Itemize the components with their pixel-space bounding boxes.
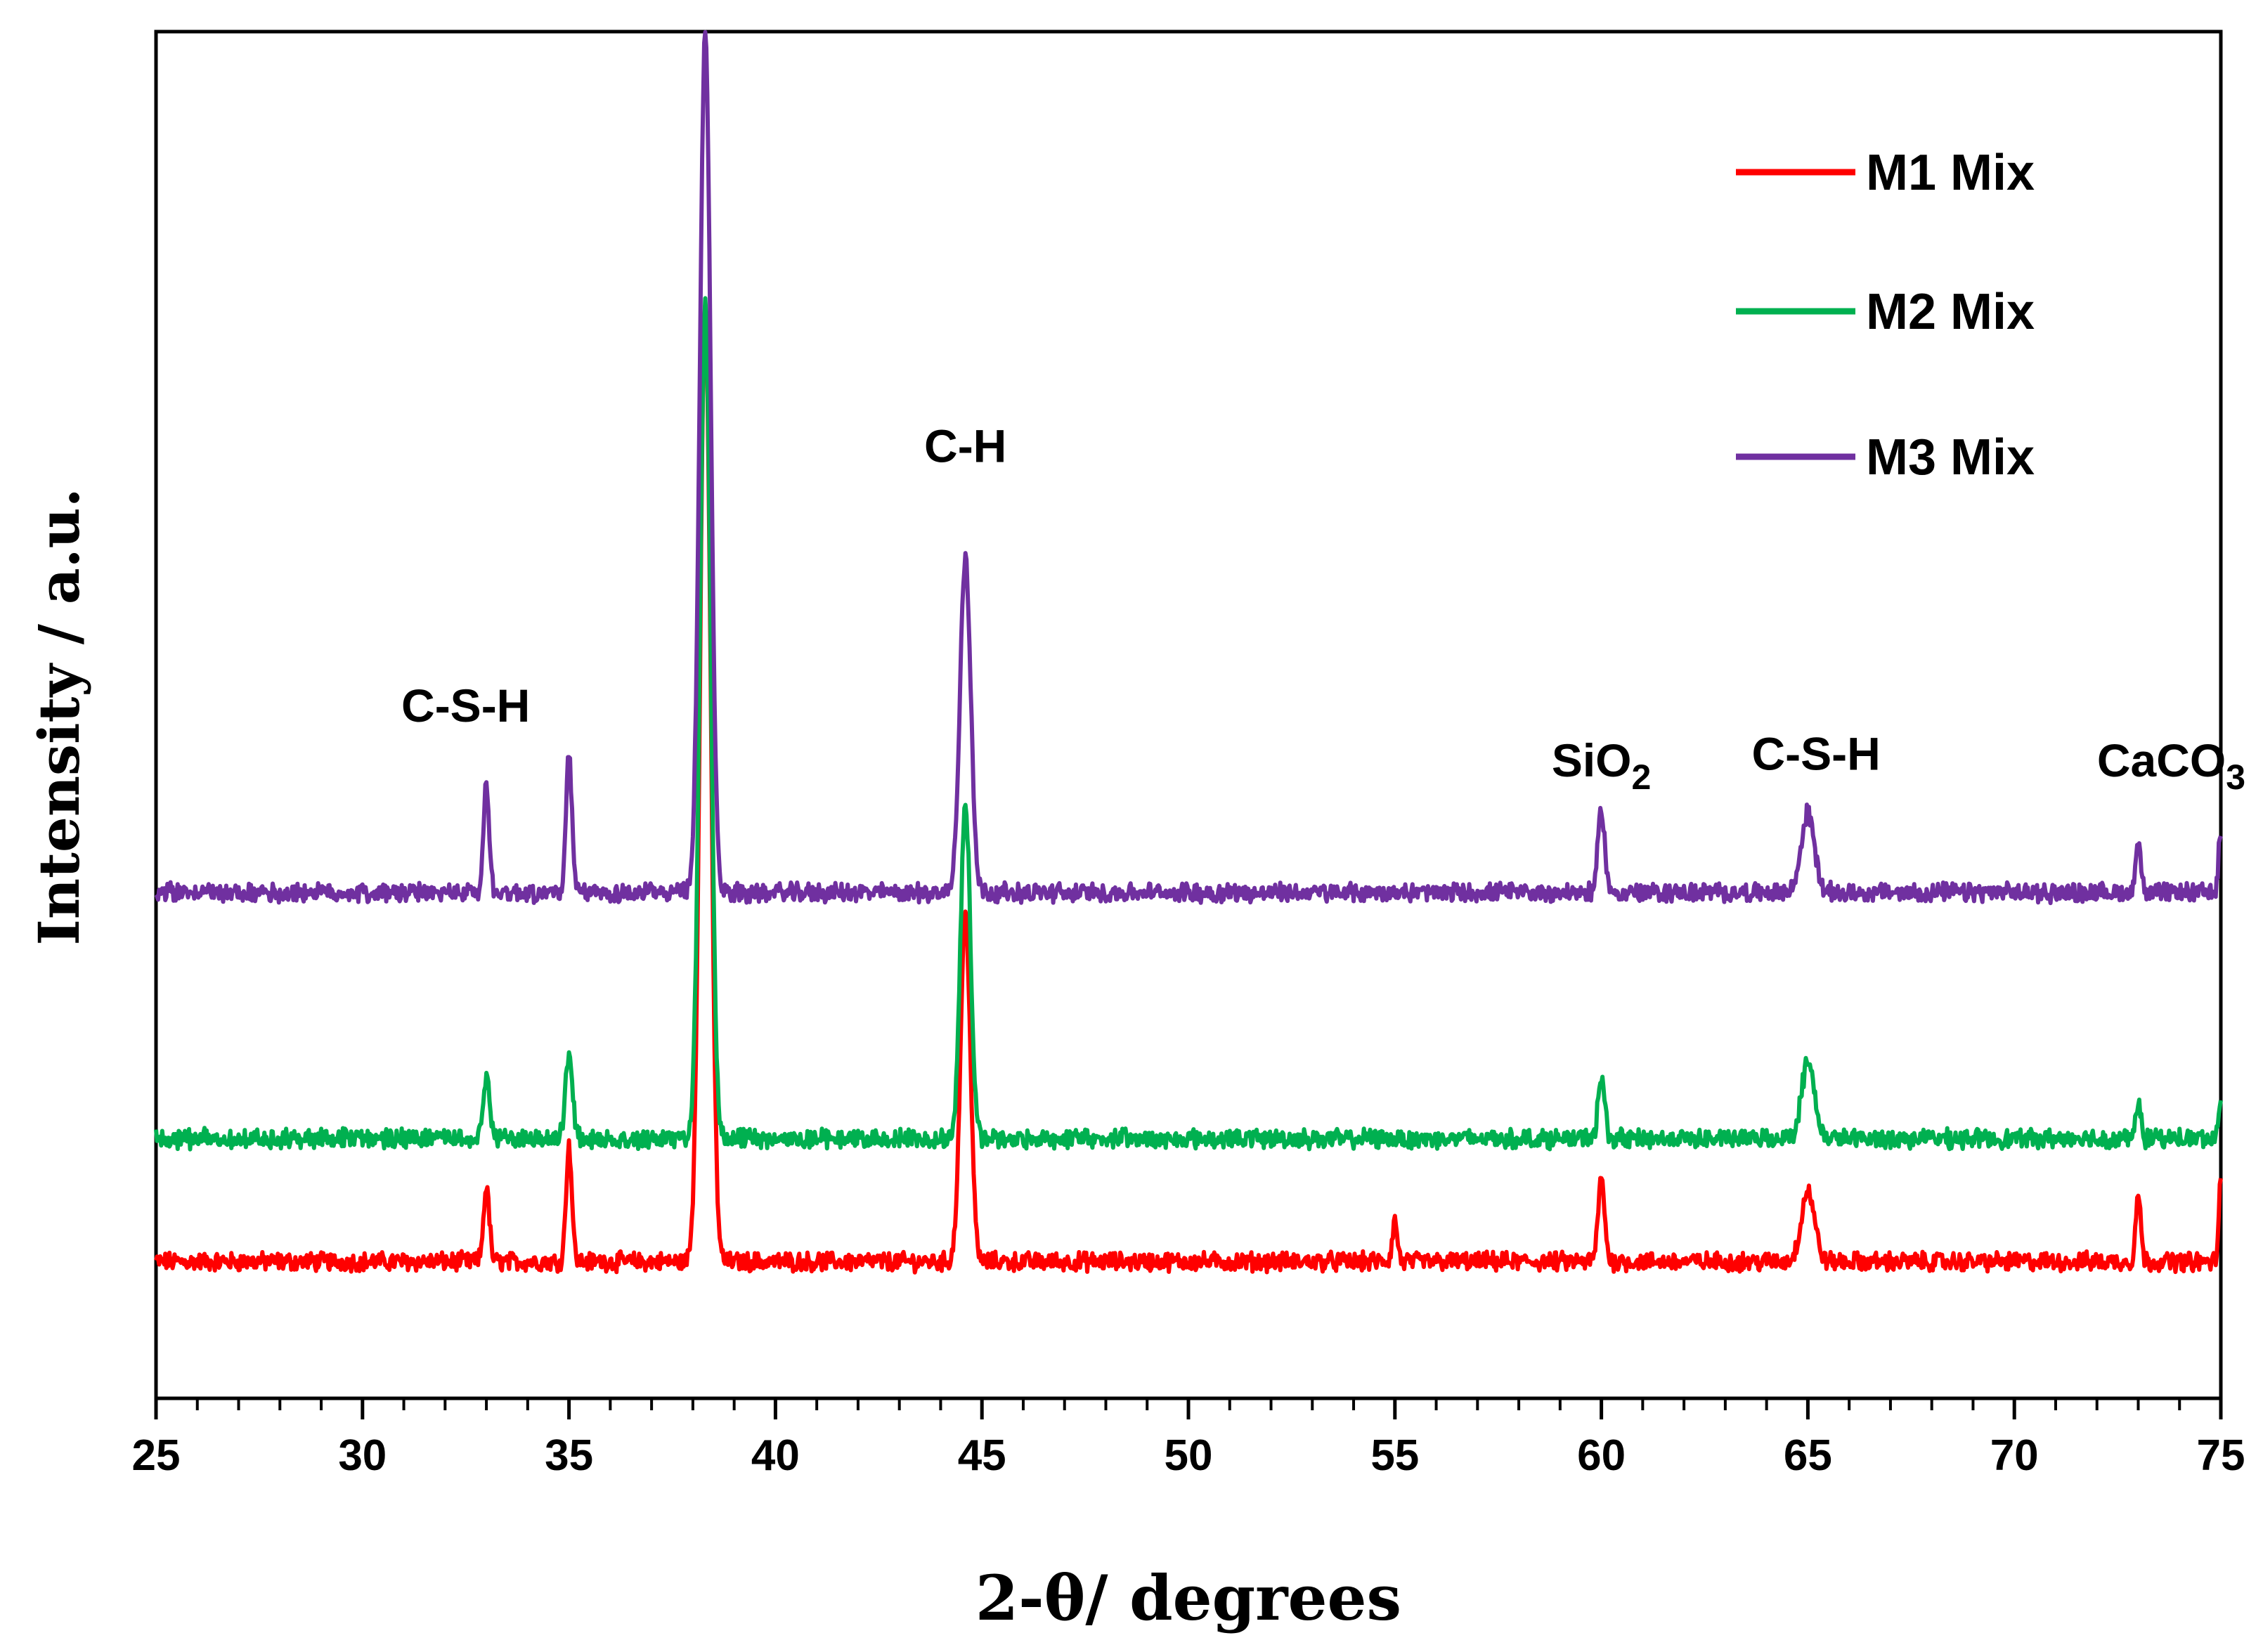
peak-annotation: C-S-H [401, 679, 530, 731]
x-axis: 25 30 35 40 45 50 55 60 65 70 75 [132, 1398, 2245, 1480]
legend-label-m1: M1 Mix [1866, 145, 2035, 201]
x-tick-label: 50 [1165, 1431, 1213, 1480]
x-tick-label: 70 [1990, 1431, 2039, 1480]
series-line-m3-mix [154, 30, 2223, 906]
series-line-m2-mix [154, 296, 2223, 1152]
x-axis-title: 2-θ/ degrees [975, 1561, 1401, 1634]
peak-annotation: SiO2 [1552, 734, 1652, 797]
series-layer [154, 30, 2223, 1275]
peak-annotation: C-H [924, 420, 1006, 472]
x-tick-label: 65 [1784, 1431, 1832, 1480]
peak-annotation: CaCO3 [2097, 734, 2245, 797]
x-tick-label: 60 [1577, 1431, 1626, 1480]
y-axis-title: Intensity / a.u. [26, 488, 92, 945]
peak-annotation: C-S-H [1751, 727, 1880, 779]
x-tick-label: 45 [958, 1431, 1006, 1480]
x-tick-label: 30 [338, 1431, 387, 1480]
legend: M1 Mix M2 Mix M3 Mix [1736, 145, 2035, 486]
legend-label-m3: M3 Mix [1866, 429, 2035, 486]
x-tick-label: 35 [545, 1431, 593, 1480]
x-tick-label: 55 [1370, 1431, 1419, 1480]
series-line-m1-mix [154, 304, 2223, 1275]
x-tick-label: 40 [751, 1431, 800, 1480]
x-tick-label: 25 [132, 1431, 181, 1480]
x-tick-label: 75 [2197, 1431, 2245, 1480]
legend-label-m2: M2 Mix [1866, 284, 2035, 340]
